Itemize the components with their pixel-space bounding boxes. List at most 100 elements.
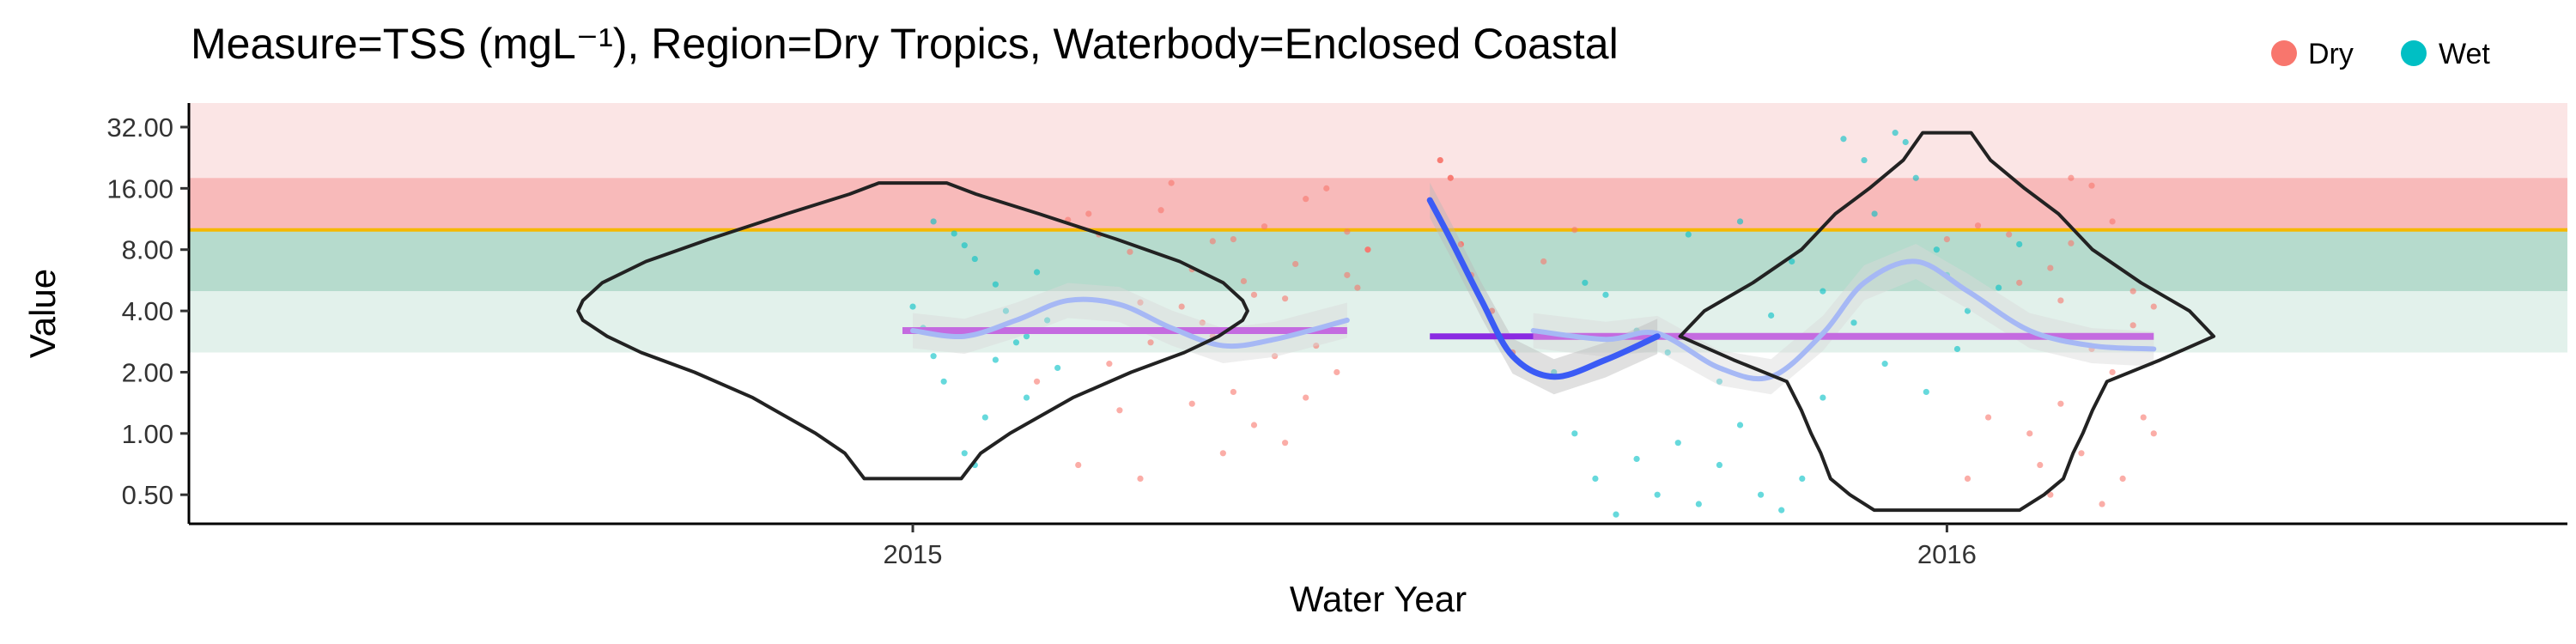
wet-point [2016, 240, 2023, 248]
dry-point [1137, 475, 1144, 483]
legend-dry-swatch [2271, 40, 2297, 66]
dry-point [1974, 222, 1982, 229]
wet-point [1861, 156, 1868, 164]
dry-point [1147, 339, 1154, 346]
dry-point [1127, 248, 1133, 255]
dry-point [1219, 450, 1226, 457]
dry-point [2109, 218, 2116, 225]
dry-point [1984, 414, 1992, 421]
dry-point [1437, 156, 1443, 164]
dry-point [1137, 299, 1144, 306]
wet-point [1736, 422, 1744, 428]
dry-point [1261, 223, 1268, 230]
wet-point [961, 242, 968, 249]
wet-point [1902, 138, 1909, 146]
x-tick-label: 2016 [1917, 539, 1977, 569]
wet-point [1933, 246, 1940, 253]
wet-point [930, 218, 937, 225]
wet-point [1840, 136, 1847, 143]
threshold-band-3 [189, 291, 2567, 353]
plot-area [189, 103, 2567, 518]
dry-point [2037, 461, 2044, 469]
dry-point [2047, 491, 2054, 498]
wet-point [1012, 339, 1020, 346]
x-tick-label: 2015 [884, 539, 943, 569]
y-tick-label: 16.00 [106, 173, 173, 204]
dry-point [2129, 322, 2136, 329]
dry-point [1085, 210, 1092, 217]
dry-point [1188, 400, 1195, 407]
dry-point [1033, 378, 1041, 385]
dry-point [2109, 368, 2116, 376]
legend-wet-swatch [2401, 40, 2427, 66]
threshold-band-2 [189, 229, 2567, 292]
dry-point [1334, 368, 1340, 376]
wet-point [1768, 312, 1775, 319]
trend-line-2 [1426, 197, 1661, 380]
dry-point [2026, 430, 2033, 437]
legend-wet-label: Wet [2439, 38, 2490, 70]
dry-point [1178, 303, 1185, 310]
dry-point [1209, 238, 1216, 245]
wet-point [1912, 174, 1919, 181]
dry-point [1447, 174, 1454, 181]
dry-point [1271, 353, 1279, 360]
wet-point [1716, 378, 1723, 385]
wet-point [1881, 361, 1888, 368]
wet-point [1592, 475, 1599, 483]
wet-point [992, 356, 999, 363]
dry-point [1230, 388, 1236, 396]
dry-point [2057, 400, 2064, 407]
dry-point [2078, 450, 2085, 457]
wet-point [1023, 333, 1030, 340]
wet-point [1033, 269, 1041, 276]
dry-point [1230, 235, 1236, 243]
y-tick-label: 0.50 [122, 480, 173, 510]
dry-point [1303, 394, 1309, 401]
chart-title: Measure=TSS (mgL⁻¹), Region=Dry Tropics,… [191, 20, 1619, 68]
legend: Dry Wet [2271, 38, 2490, 70]
dry-point [1344, 228, 1351, 235]
wet-point [909, 303, 916, 310]
dry-point [2099, 501, 2105, 507]
wet-point [992, 281, 999, 288]
dry-point [2150, 430, 2157, 437]
dry-point [1250, 422, 1258, 428]
wet-point [1923, 388, 1929, 396]
dry-point [2006, 231, 2013, 238]
wet-point [1820, 394, 1826, 401]
dry-point [1364, 246, 1371, 253]
x-axis-title: Water Year [1290, 579, 1467, 619]
legend-dry-label: Dry [2308, 38, 2354, 70]
wet-point [1964, 307, 1971, 314]
y-axis-title: Value [22, 269, 63, 358]
dry-point [1199, 319, 1206, 326]
wet-point [1674, 440, 1681, 447]
dry-point [1354, 284, 1361, 291]
dry-point [1250, 291, 1258, 298]
wet-point [1613, 511, 1619, 518]
wet-point [1996, 284, 2002, 291]
wet-point [1736, 218, 1744, 225]
wet-point [961, 450, 968, 457]
dry-point [1457, 240, 1464, 248]
wet-point [1002, 307, 1010, 314]
dry-point [1571, 227, 1578, 234]
threshold-band-1 [189, 178, 2567, 230]
wet-point [1778, 507, 1785, 513]
wet-point [1685, 231, 1692, 238]
dry-point [1240, 277, 1248, 285]
dry-point [2150, 303, 2157, 310]
wet-point [1654, 491, 1661, 498]
y-tick-label: 1.00 [122, 419, 173, 449]
wet-point [940, 378, 947, 385]
trend-ribbon-1 [1533, 243, 2154, 395]
wet-point [1716, 461, 1723, 469]
wet-point [1571, 430, 1578, 437]
y-tick-label: 32.00 [106, 112, 173, 143]
trend-ribbon-0 [913, 283, 1347, 364]
wet-point [981, 414, 988, 421]
trend-line-1 [1530, 258, 2157, 382]
dry-point [1116, 407, 1123, 414]
